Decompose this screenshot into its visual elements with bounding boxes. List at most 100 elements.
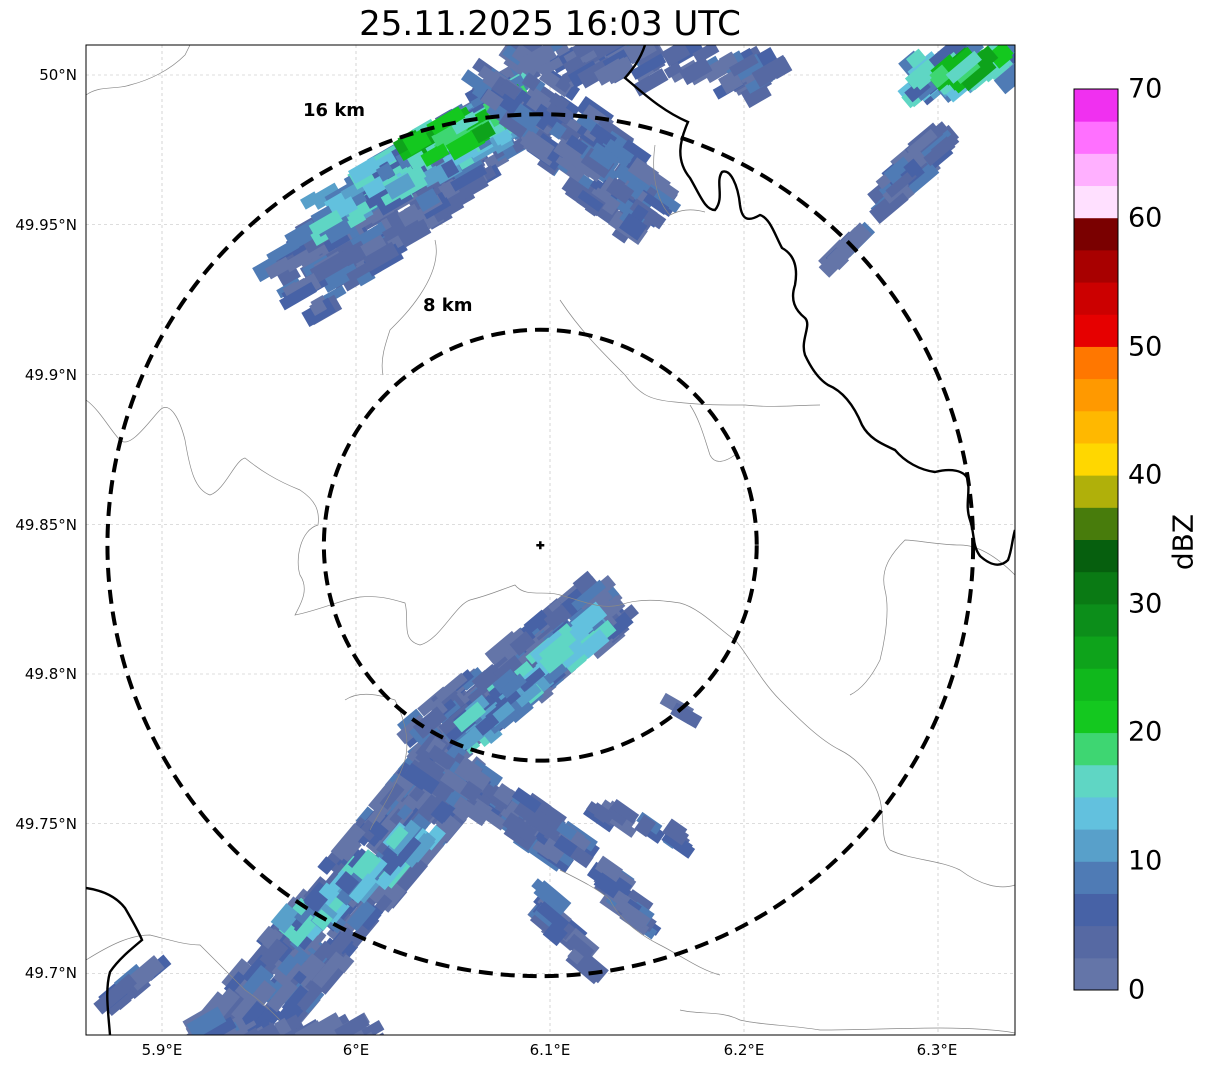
colorbar-tick: 30 [1128,588,1163,620]
echo-cell [522,45,557,72]
echo-cell [663,61,683,79]
colorbar-bin [1074,249,1118,283]
echo-cell [397,708,424,734]
echo-cell [368,820,389,841]
echo-cell [679,56,713,86]
colorbar-bin [1074,700,1118,734]
echo-cell [397,218,432,248]
colorbar-bin [1074,282,1118,315]
echo-cell [565,134,589,155]
echo-cell [553,138,584,166]
echo-cell [605,806,628,826]
echo-cell [270,903,301,934]
echo-cell [610,799,640,824]
echo-cell [905,48,927,69]
echo-cell [309,251,350,284]
echo-cell [702,52,740,84]
admin-boundary [653,144,706,216]
echo-cell [546,99,575,125]
echo-cell [308,209,343,237]
echo-cell [450,164,488,192]
echo-cell [397,203,423,227]
map-frame [85,44,1016,1036]
admin-boundary [86,45,191,96]
echo-cell [385,825,409,850]
admin-boundary [344,693,408,831]
echo-cell [627,157,660,187]
colorbar-bin [1074,185,1118,219]
echo-cell [264,256,292,280]
colorbar-bin [1074,732,1118,766]
echo-cell [519,129,555,161]
range-ring [105,112,976,979]
echo-cell [521,72,541,92]
lat-tick-label: 49.7°N [24,964,77,982]
colorbar-bin [1074,121,1118,154]
colorbar-label: dBZ [1166,513,1200,571]
echo-cell [538,629,577,665]
echo-cell [346,899,376,932]
colorbar-bin [1074,636,1118,669]
colorbar-tick: 0 [1128,974,1146,1006]
range-rings [105,112,976,979]
echo-cell [368,882,393,907]
admin-boundary [381,239,437,376]
echo-cell [593,872,622,899]
echo-cell [526,85,555,110]
echo-cell [376,849,403,876]
echo-cell [186,1006,227,1035]
admin-boundary [689,404,736,462]
map-title: 25.11.2025 16:03 UTC [359,4,741,44]
echo-cell [532,840,554,860]
echo-cell [311,951,346,989]
lon-tick-label: 5.9°E [141,1041,183,1059]
echo-cell [323,927,357,964]
colorbar-bin [1074,378,1118,412]
echo-cell [576,952,609,984]
colorbar-tick: 50 [1128,331,1163,363]
echo-cell [623,45,656,65]
colorbar-tick: 60 [1128,202,1163,234]
echo-cell [348,873,378,904]
colorbar-bin [1074,217,1118,251]
echo-cell [593,806,611,824]
echo-cell [415,755,445,784]
echo-cell [253,1022,282,1035]
echo-cell [256,1037,277,1059]
echo-cell [906,128,938,158]
echo-cell [543,604,572,632]
echo-cell [536,901,570,932]
echo-cell [420,142,450,167]
echo-cell [415,188,441,212]
lon-tick-label: 6.2°E [723,1041,765,1059]
colorbar-bin [1074,442,1118,476]
ring-label-8km: 8 km [423,295,473,316]
lon-tick-label: 6°E [342,1041,370,1059]
echo-cell [93,979,132,1015]
lat-tick-label: 49.85°N [15,516,77,534]
colorbar-bin [1074,153,1118,187]
echo-cell [126,955,165,991]
echo-cell [309,299,328,317]
echo-cell [459,667,485,691]
echo-cell [434,672,468,703]
echo-cell [498,78,522,101]
echo-cell [346,257,379,283]
colorbar-bin [1074,571,1118,605]
lat-tick-label: 49.8°N [24,665,77,683]
national-border [86,886,144,1035]
colorbar [1074,89,1118,991]
echo-cell [209,1016,237,1035]
colorbar-tick: 10 [1128,845,1163,877]
echo-cell [427,744,459,773]
echo-cell [923,133,960,167]
echo-cell [571,579,606,612]
echo-cell [523,609,553,638]
colorbar-bin [1074,89,1118,122]
echo-cell [393,855,429,892]
colorbar-bin [1074,925,1118,959]
echo-cell [589,187,621,216]
echo-cell [294,1020,325,1035]
echo-cell [728,53,759,77]
